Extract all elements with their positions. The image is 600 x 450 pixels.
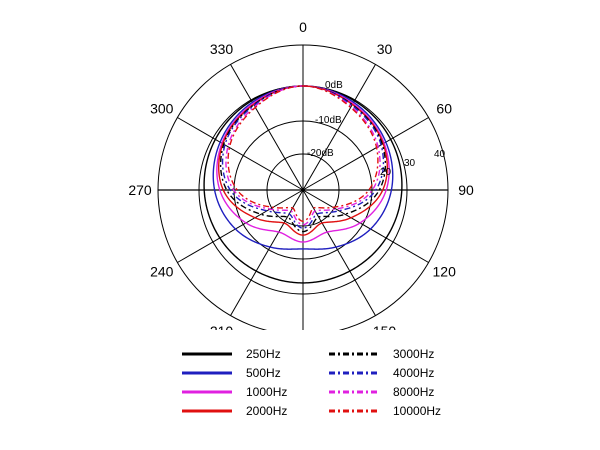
angle-label: 300 bbox=[150, 101, 174, 117]
series-curve-4000Hz bbox=[221, 85, 385, 229]
angle-label: 30 bbox=[377, 41, 393, 57]
legend-item: 1000Hz bbox=[180, 382, 287, 402]
grid-spoke bbox=[302, 117, 429, 191]
series-curve-10000Hz bbox=[227, 85, 379, 222]
legend-item: 10000Hz bbox=[327, 401, 441, 421]
polar-grid bbox=[157, 44, 449, 330]
legend-swatch bbox=[327, 367, 381, 379]
ring-label: 0dB bbox=[325, 80, 343, 91]
legend-label: 2000Hz bbox=[246, 404, 288, 418]
legend-item: 250Hz bbox=[180, 344, 281, 364]
series-curve-500Hz bbox=[212, 85, 394, 250]
polar-curves bbox=[203, 85, 403, 284]
outer-ring-label: 20 bbox=[380, 167, 392, 178]
legend-label: 3000Hz bbox=[393, 347, 435, 361]
angle-label: 0 bbox=[299, 19, 307, 35]
series-curve-250Hz bbox=[203, 85, 403, 284]
grid-spoke bbox=[230, 64, 304, 191]
angle-label: 150 bbox=[373, 323, 397, 330]
series-curve-1000Hz bbox=[216, 85, 390, 243]
series-curve-3000Hz bbox=[219, 85, 387, 233]
angle-label: 120 bbox=[433, 264, 457, 280]
legend-item: 8000Hz bbox=[327, 382, 434, 402]
grid-spoke bbox=[302, 189, 429, 263]
grid-spoke bbox=[230, 189, 304, 316]
legend-label: 4000Hz bbox=[393, 366, 435, 380]
angle-label: 270 bbox=[128, 182, 152, 198]
grid-spoke bbox=[177, 117, 304, 191]
legend-label: 1000Hz bbox=[246, 385, 288, 399]
angle-label: 90 bbox=[458, 182, 474, 198]
legend-swatch bbox=[180, 348, 234, 360]
ring-label: -10dB bbox=[315, 115, 342, 126]
legend-item: 4000Hz bbox=[327, 363, 434, 383]
angle-label: 330 bbox=[210, 41, 234, 57]
angle-label: 210 bbox=[210, 323, 234, 330]
legend-swatch bbox=[180, 386, 234, 398]
legend-swatch bbox=[327, 386, 381, 398]
legend-item: 500Hz bbox=[180, 363, 281, 383]
grid-spoke bbox=[302, 64, 376, 191]
legend-item: 2000Hz bbox=[180, 401, 287, 421]
ring-label: -20dB bbox=[307, 148, 334, 159]
polar-labels: 03060901201501802102402703003300dB-10dB-… bbox=[128, 19, 474, 330]
legend-swatch bbox=[327, 405, 381, 417]
legend-item: 3000Hz bbox=[327, 344, 434, 364]
angle-label: 240 bbox=[150, 264, 174, 280]
outer-ring-label: 40 bbox=[434, 149, 446, 160]
polar-plot: 03060901201501802102402703003300dB-10dB-… bbox=[128, 19, 474, 330]
grid-spoke bbox=[177, 189, 304, 263]
legend-label: 250Hz bbox=[246, 347, 281, 361]
series-curve-2000Hz bbox=[217, 85, 389, 236]
angle-label: 60 bbox=[436, 101, 452, 117]
legend-swatch bbox=[180, 367, 234, 379]
legend-label: 500Hz bbox=[246, 366, 281, 380]
legend-swatch bbox=[180, 405, 234, 417]
legend-label: 10000Hz bbox=[393, 404, 442, 418]
legend-swatch bbox=[327, 348, 381, 360]
outer-ring-label: 30 bbox=[404, 158, 416, 169]
series-curve-8000Hz bbox=[225, 85, 381, 226]
legend-label: 8000Hz bbox=[393, 385, 435, 399]
